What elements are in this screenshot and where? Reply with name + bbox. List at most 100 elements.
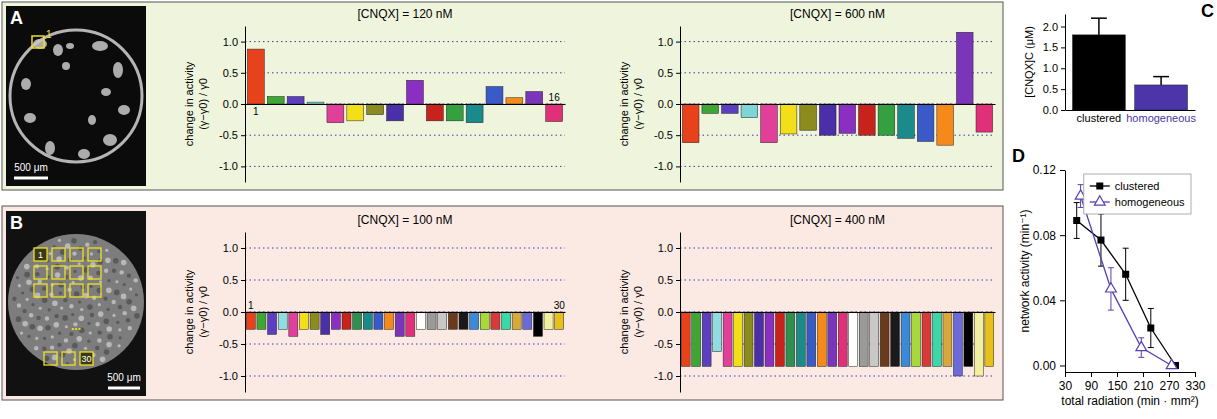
bar <box>486 87 503 104</box>
tick-mark <box>676 104 680 105</box>
texture <box>121 294 127 300</box>
texture <box>20 332 23 335</box>
axis-title: change in activity <box>183 61 195 146</box>
tick: homogeneous <box>1126 112 1196 124</box>
image-ground <box>6 6 146 186</box>
texture <box>26 280 32 286</box>
tick-mark <box>241 135 245 136</box>
grid-line <box>680 72 995 73</box>
tick-mark <box>1060 300 1065 301</box>
tick-label: -0.5 <box>654 338 673 350</box>
tick-label: -1.0 <box>219 370 238 382</box>
tick: 1.0 <box>658 36 680 48</box>
bar <box>702 104 719 113</box>
texture <box>71 313 74 316</box>
tick-mark <box>241 376 245 377</box>
texture <box>37 325 43 331</box>
bar <box>681 312 690 366</box>
bar <box>257 312 266 329</box>
tick-mark <box>1143 372 1144 377</box>
tick-mark <box>676 312 680 313</box>
texture <box>18 284 21 287</box>
bar <box>470 312 479 329</box>
bar <box>828 312 837 366</box>
tick: 0.08 <box>1033 229 1065 243</box>
chart-title: [CNQX] = 400 nM <box>790 213 885 227</box>
texture <box>118 328 121 331</box>
texture <box>42 347 46 351</box>
axis-title: total radiation (min · mm²) <box>1061 394 1198 408</box>
roi <box>70 266 83 279</box>
roi <box>34 266 47 279</box>
bar <box>395 312 404 336</box>
figure: 1500 μm1...30500 μmABCD116-1.0-0.50.00.5… <box>0 0 1217 419</box>
bar <box>544 312 553 329</box>
series-line <box>1081 196 1172 365</box>
tick-label: 0.5 <box>1043 83 1058 95</box>
texture <box>78 300 81 303</box>
texture <box>90 313 94 317</box>
bar <box>713 312 722 352</box>
roi <box>52 284 65 297</box>
tick: 1.0 <box>223 242 245 254</box>
x-axis <box>681 312 996 313</box>
tick-mark <box>1065 372 1066 377</box>
axis-line <box>681 312 996 313</box>
texture <box>22 321 28 327</box>
roi <box>70 284 83 297</box>
tick: clustered <box>1077 112 1122 124</box>
texture <box>29 313 33 317</box>
bar <box>723 312 732 366</box>
bar <box>426 104 443 121</box>
texture <box>131 306 137 312</box>
texture <box>64 338 68 342</box>
line-chart: 30901502102703300.000.040.080.12total ra… <box>1018 163 1206 408</box>
tick: 1 <box>253 106 259 117</box>
bar <box>321 312 330 334</box>
roi <box>88 266 101 279</box>
bar <box>943 312 952 366</box>
tick-label: -1.0 <box>219 160 238 172</box>
tick-label: 0.5 <box>223 274 238 286</box>
cell-cluster <box>78 149 90 159</box>
grid-line <box>680 248 995 249</box>
bar <box>331 312 340 329</box>
x-axis: 130 <box>246 300 566 313</box>
axis-title: change in activity <box>183 269 195 354</box>
tick-mark <box>241 312 245 313</box>
bar <box>546 104 563 121</box>
y-axis: -1.0-0.50.00.51.0 <box>654 233 680 393</box>
tick-label: 1.5 <box>1043 41 1058 53</box>
tick: 210 <box>1133 372 1153 393</box>
texture <box>66 348 72 354</box>
panel-letter: C <box>1201 1 1214 21</box>
tick-mark <box>241 104 245 105</box>
tick-mark <box>1117 372 1118 377</box>
bar <box>956 32 973 104</box>
bar <box>898 104 915 138</box>
bar <box>819 104 836 135</box>
texture <box>105 249 108 252</box>
texture <box>72 251 76 255</box>
tick-label: -1.0 <box>654 160 673 172</box>
x-axis: 3090150210270330 <box>1059 372 1206 393</box>
roi <box>62 352 75 365</box>
legend-label: clustered <box>1115 180 1160 192</box>
texture <box>24 272 30 278</box>
texture <box>100 356 106 362</box>
cell-cluster <box>101 88 111 96</box>
tick-mark <box>676 166 680 167</box>
texture <box>27 335 30 338</box>
marker <box>1122 271 1129 278</box>
texture <box>90 285 93 288</box>
texture <box>98 311 104 317</box>
texture <box>55 272 61 278</box>
bar <box>800 104 817 130</box>
panel-frame <box>2 206 1003 400</box>
grid-line <box>245 312 565 313</box>
bar <box>878 104 895 135</box>
tick: 270 <box>1159 372 1179 393</box>
roi <box>52 248 65 261</box>
bar <box>953 312 962 376</box>
roi <box>34 284 47 297</box>
